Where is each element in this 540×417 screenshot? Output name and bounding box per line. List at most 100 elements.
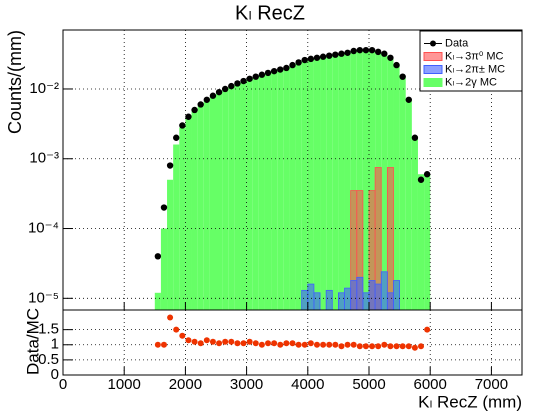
legend-label: Kₗ→2π± MC [445,63,505,75]
histogram-bar [301,289,309,311]
histogram-bar [332,54,339,311]
ratio-point [375,343,382,350]
histogram-bar [271,71,278,310]
ratio-point [167,314,174,321]
y-tick-label: 1.5 [38,321,59,338]
histogram-bar [337,292,345,311]
data-point [234,80,241,87]
histogram-bar [386,167,394,311]
ratio-point [350,341,357,348]
ratio-point [216,340,223,347]
y-tick-label: 10⁻³ [29,150,59,167]
data-point [209,92,217,99]
histogram-bar [374,283,382,311]
histogram-bar [393,64,400,311]
ratio-point [203,337,210,344]
histogram-bar [369,49,376,310]
ratio-point [320,341,327,348]
legend-swatch [423,52,443,61]
legend-swatch [423,78,443,87]
histogram-bar [160,228,168,310]
histogram-bar [154,292,161,310]
ratio-point [160,341,167,348]
histogram-bar [197,105,204,311]
data-point [350,47,357,55]
histogram-bar [380,271,388,311]
x-tick-label: 3000 [230,376,263,393]
ratio-point [424,326,431,333]
histogram-bar [209,96,216,310]
histogram-bar [246,79,253,310]
histogram-bar [313,292,321,311]
chart-title: Kₗ RecZ [235,2,305,24]
legend-label: Kₗ→2γ MC [445,76,497,88]
data-point [417,176,425,183]
ratio-point [332,341,339,348]
data-point [221,85,229,93]
histogram-bar [283,68,290,310]
ratio-point [338,343,345,350]
histogram-bar [307,283,315,311]
ratio-point [173,326,180,333]
histogram-bar [234,83,241,310]
ratio-point [240,340,247,347]
ratio-axis-label: Data/MC [23,308,42,375]
y-tick-label: 10⁻² [29,80,59,97]
ratio-point [197,340,204,347]
y-axis-label: Counts/(mm) [5,30,25,134]
ratio-point [191,338,198,345]
data-point [215,88,223,96]
histogram-bar [167,179,174,310]
histogram-bar [399,76,406,310]
x-tick-label: 6000 [414,376,447,393]
ratio-point [271,340,278,347]
ratio-point [258,341,265,348]
histogram-bar [362,49,369,310]
data-point [240,77,247,85]
data-point [381,50,388,57]
ratio-point [369,343,376,350]
legend-label: Data [445,37,469,49]
histogram-bar [411,136,418,310]
histogram-bar [417,174,425,310]
data-point [258,71,266,78]
data-point [374,48,382,56]
ratio-point [265,340,272,347]
ratio-point [326,341,333,348]
histogram-bar [240,81,247,310]
data-point [173,134,180,141]
data-point [277,66,284,73]
histogram-bar [264,73,272,311]
histogram-bar [185,118,192,310]
x-tick-label: 2000 [169,376,202,393]
ratio-point [301,341,308,348]
y-tick-label: 10⁻⁵ [28,289,59,306]
data-point [387,54,394,61]
data-point [166,162,174,169]
ratio-point [399,343,406,350]
histogram-bar [222,89,229,310]
data-point [203,96,211,103]
histogram-bar [295,62,302,311]
histogram-bar [203,100,210,310]
ratio-point [405,343,412,350]
ratio-point [222,338,229,345]
histogram-bar [326,55,333,310]
histogram-bar [350,51,357,310]
ratio-point [283,340,290,347]
y-tick-label: 10⁻⁴ [28,220,59,237]
data-point [362,46,370,54]
ratio-point [179,332,186,339]
histogram-bar [258,75,265,311]
histogram-bar [179,127,186,310]
histogram-bar [277,69,284,310]
data-point [405,96,412,103]
histogram-bar [228,86,235,310]
data-point [301,56,308,64]
histogram-bar [344,52,351,310]
ratio-point [313,341,320,348]
ratio-point [252,340,259,347]
histogram-bar [338,53,345,310]
histogram-bar [393,280,401,311]
